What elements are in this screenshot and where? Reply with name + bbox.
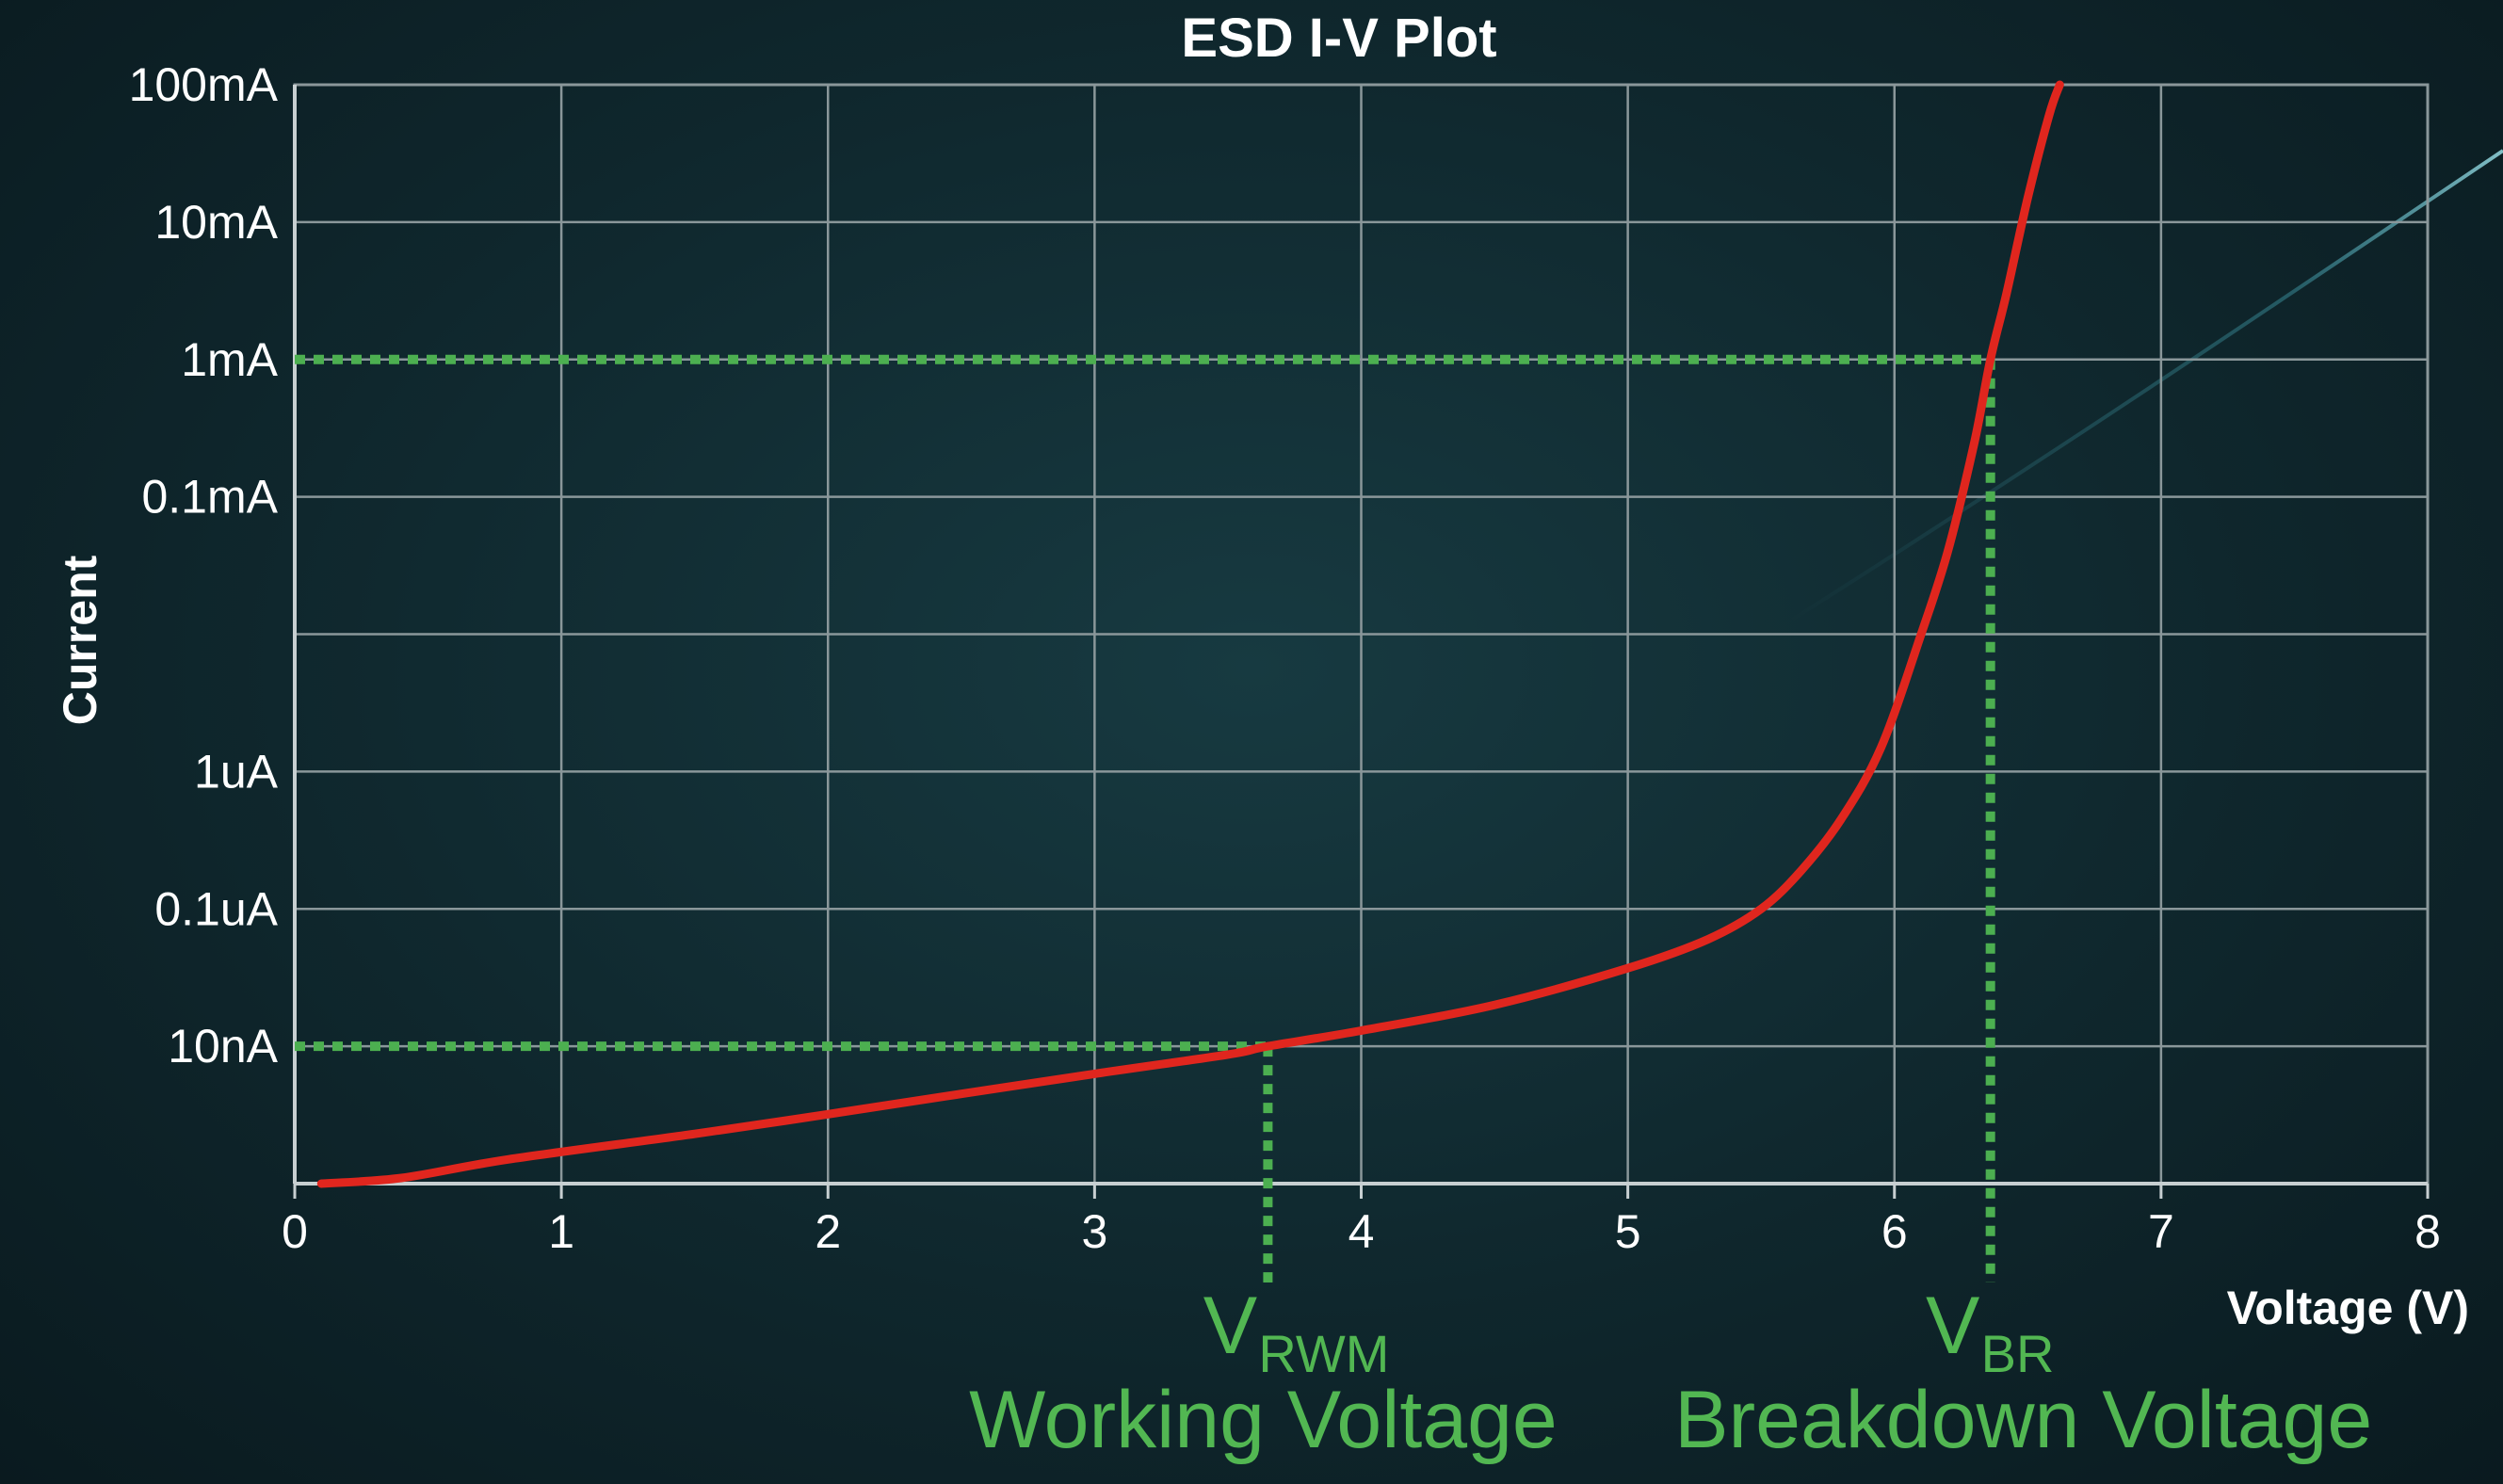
y-tick-label: 1mA xyxy=(181,333,278,386)
vbr-symbol: V xyxy=(1926,1281,1979,1371)
x-tick-label: 5 xyxy=(1615,1205,1641,1258)
vrwm-subscript: RWM xyxy=(1258,1324,1389,1383)
x-axis-label: Voltage (V) xyxy=(2227,1282,2469,1334)
vrwm-symbol: V xyxy=(1203,1281,1257,1371)
x-tick-label: 8 xyxy=(2414,1205,2441,1258)
background-streak xyxy=(1787,149,2503,623)
x-tick-label: 4 xyxy=(1348,1205,1375,1258)
working-voltage-label: Working Voltage xyxy=(969,1375,1558,1465)
x-tick-label: 2 xyxy=(815,1205,841,1258)
y-axis-label: Current xyxy=(54,555,106,725)
series-layer xyxy=(316,80,2064,1188)
x-tick-label: 0 xyxy=(282,1205,308,1258)
x-tick-label: 6 xyxy=(1881,1205,1908,1258)
grid-layer xyxy=(293,83,2430,1186)
y-tick-label: 1uA xyxy=(194,745,279,798)
x-tick-label: 7 xyxy=(2148,1205,2174,1258)
y-tick-label: 0.1mA xyxy=(141,471,278,524)
y-tick-label: 10nA xyxy=(168,1020,278,1073)
chart-title: ESD I-V Plot xyxy=(1181,8,1496,69)
breakdown-voltage-label: Breakdown Voltage xyxy=(1674,1375,2372,1465)
guide-layer xyxy=(295,354,1995,1282)
vbr-subscript: BR xyxy=(1981,1324,2055,1383)
iv-curve-line xyxy=(316,80,2064,1188)
x-tick-label: 3 xyxy=(1081,1205,1107,1258)
y-tick-label: 10mA xyxy=(154,196,278,249)
y-tick-label: 100mA xyxy=(129,58,279,111)
axis-layer xyxy=(293,85,2430,1199)
y-tick-label: 0.1uA xyxy=(154,882,278,935)
x-tick-label: 1 xyxy=(548,1205,574,1258)
